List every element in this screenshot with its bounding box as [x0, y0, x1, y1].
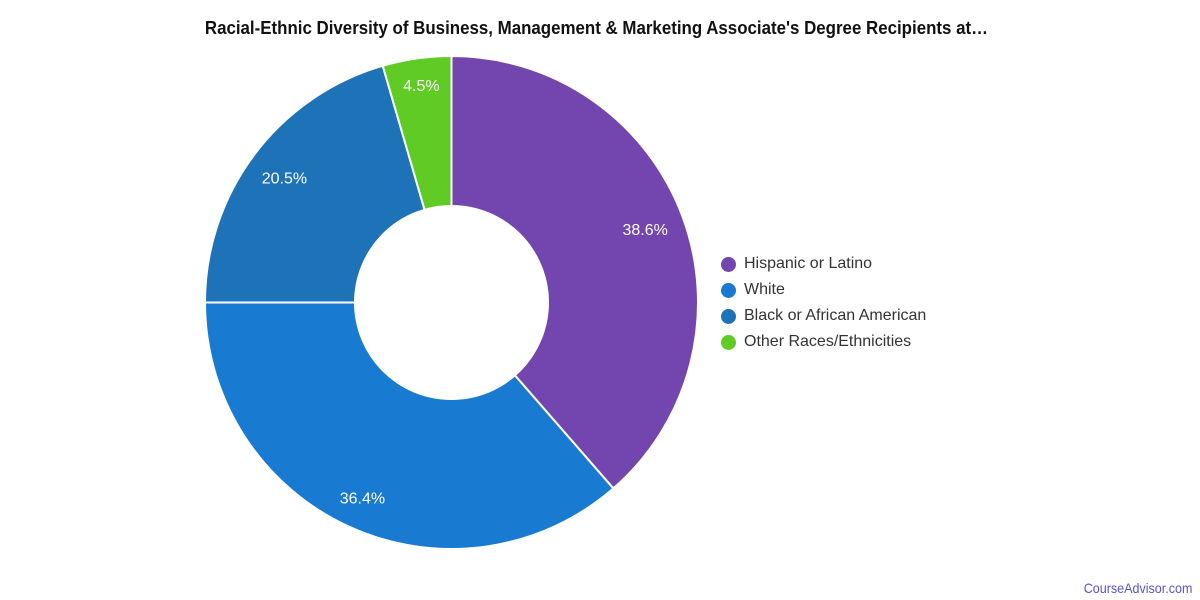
svg-text:4.5%: 4.5%	[403, 78, 439, 95]
svg-text:36.4%: 36.4%	[340, 491, 385, 508]
svg-text:38.6%: 38.6%	[623, 222, 668, 239]
svg-text:20.5%: 20.5%	[262, 170, 307, 187]
